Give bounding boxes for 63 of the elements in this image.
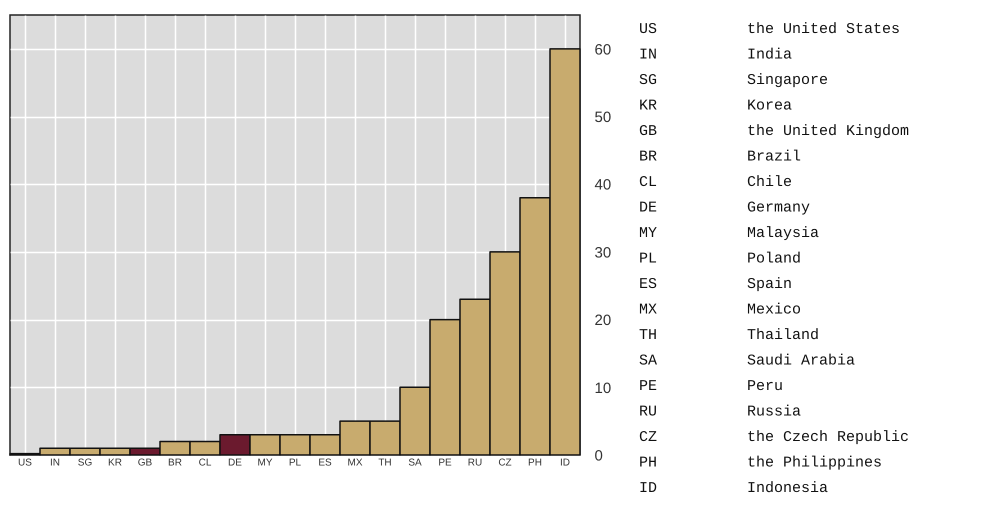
- x-tick-label: GB: [138, 458, 153, 468]
- x-tick-label: DE: [228, 458, 242, 468]
- text: Korea: [747, 97, 792, 114]
- x-tick-label: PL: [288, 458, 302, 468]
- x-tick-label: SG: [78, 458, 92, 468]
- x-tick-label: PE: [438, 458, 452, 468]
- text: GB: [639, 122, 658, 140]
- text: CL: [639, 174, 658, 191]
- x-tick-label: IN: [50, 458, 60, 468]
- y-tick-label: 50: [594, 109, 612, 126]
- text: TH: [639, 327, 658, 344]
- text: Singapore: [747, 72, 828, 89]
- text: MX: [639, 302, 658, 319]
- text: SA: [639, 352, 658, 370]
- x-tick-label: ID: [560, 458, 570, 468]
- text: SG: [639, 72, 658, 89]
- text: the United Kingdom: [747, 122, 910, 140]
- y-tick-label: 40: [594, 176, 612, 194]
- text: RU: [639, 404, 658, 421]
- text: the Philippines: [747, 454, 882, 472]
- text: Chile: [747, 174, 792, 191]
- text: ES: [639, 276, 658, 294]
- text: Saudi Arabia: [747, 352, 856, 370]
- x-tick-label: TH: [378, 458, 392, 468]
- text: Peru: [747, 378, 784, 396]
- x-tick-label: KR: [108, 458, 122, 468]
- text: CZ: [639, 429, 658, 446]
- x-tick-label: US: [18, 458, 32, 468]
- y-tick-label: 0: [594, 448, 603, 464]
- x-tick-label: CL: [198, 458, 212, 468]
- text: the Czech Republic: [747, 429, 910, 446]
- text: DE: [639, 199, 658, 216]
- text: Mexico: [747, 302, 802, 319]
- text: PE: [639, 378, 658, 396]
- x-tick-label: CZ: [498, 458, 512, 468]
- x-tick-label: BR: [168, 458, 182, 468]
- x-tick-label: ES: [318, 458, 332, 468]
- text: Russia: [747, 404, 802, 421]
- text: MY: [639, 224, 658, 242]
- text: Brazil: [747, 148, 802, 166]
- x-tick-label: MX: [348, 458, 363, 468]
- y-tick-label: 20: [594, 312, 612, 330]
- text: Spain: [747, 276, 792, 294]
- text: IN: [639, 46, 658, 64]
- text: the United States: [747, 20, 900, 38]
- text: Indonesia: [747, 480, 828, 498]
- text: PL: [639, 250, 658, 268]
- y-tick-label: 60: [594, 41, 612, 58]
- text: KR: [639, 97, 658, 114]
- text: India: [747, 46, 792, 64]
- text: Poland: [747, 250, 802, 268]
- y-tick-label: 10: [594, 380, 612, 397]
- text: US: [639, 20, 658, 38]
- x-tick-label: PH: [528, 458, 542, 468]
- x-tick-label: RU: [468, 458, 482, 468]
- y-tick-label: 30: [594, 244, 612, 262]
- text: ID: [639, 480, 658, 498]
- text: BR: [639, 148, 658, 166]
- x-tick-label: SA: [408, 458, 422, 468]
- text: Malaysia: [747, 224, 820, 242]
- text: Germany: [747, 199, 810, 216]
- text: Thailand: [747, 327, 820, 344]
- x-tick-label: MY: [258, 458, 273, 468]
